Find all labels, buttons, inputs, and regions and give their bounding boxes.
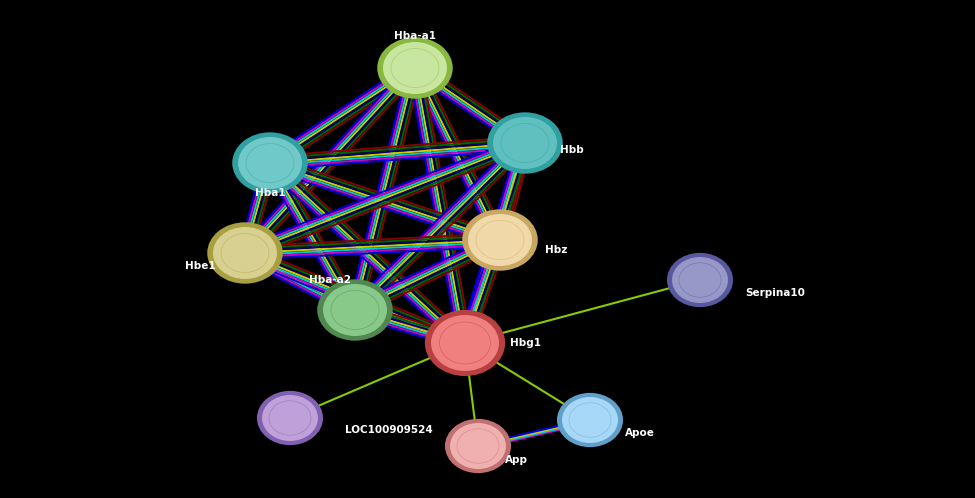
Ellipse shape (672, 257, 728, 303)
Ellipse shape (679, 263, 721, 297)
Text: Serpina10: Serpina10 (745, 288, 805, 298)
Ellipse shape (232, 132, 308, 194)
Text: Hbe1: Hbe1 (184, 261, 215, 271)
Ellipse shape (377, 37, 452, 99)
Ellipse shape (562, 397, 618, 443)
Text: Hbb: Hbb (560, 145, 584, 155)
Text: LOC100909524: LOC100909524 (345, 425, 433, 435)
Ellipse shape (450, 423, 506, 469)
Ellipse shape (208, 222, 283, 284)
Ellipse shape (391, 48, 439, 88)
Text: Hba-a1: Hba-a1 (394, 31, 436, 41)
Ellipse shape (323, 284, 387, 336)
Ellipse shape (331, 290, 379, 330)
Ellipse shape (462, 209, 538, 271)
Ellipse shape (557, 393, 623, 447)
Ellipse shape (262, 395, 318, 441)
Ellipse shape (221, 234, 269, 272)
Ellipse shape (317, 279, 393, 341)
Ellipse shape (501, 124, 549, 162)
Ellipse shape (238, 137, 302, 189)
Text: Apoe: Apoe (625, 428, 655, 438)
Ellipse shape (457, 429, 499, 463)
Ellipse shape (493, 117, 557, 169)
Ellipse shape (476, 221, 524, 259)
Ellipse shape (488, 113, 563, 174)
Ellipse shape (468, 214, 532, 266)
Ellipse shape (440, 322, 490, 364)
Text: Hbz: Hbz (545, 245, 567, 255)
Ellipse shape (431, 315, 499, 371)
Ellipse shape (213, 227, 277, 279)
Text: App: App (505, 455, 528, 465)
Ellipse shape (445, 419, 511, 473)
Ellipse shape (667, 253, 733, 307)
Ellipse shape (569, 403, 611, 437)
Text: Hbg1: Hbg1 (510, 338, 541, 348)
Text: Hba1: Hba1 (254, 188, 286, 198)
Ellipse shape (269, 401, 311, 435)
Ellipse shape (257, 391, 323, 445)
Ellipse shape (425, 310, 505, 376)
Ellipse shape (383, 42, 447, 94)
Text: Hba-a2: Hba-a2 (309, 275, 351, 285)
Ellipse shape (246, 143, 294, 182)
